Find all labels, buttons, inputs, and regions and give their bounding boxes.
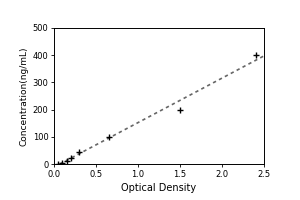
X-axis label: Optical Density: Optical Density	[122, 183, 196, 193]
Y-axis label: Concentration(ng/mL): Concentration(ng/mL)	[20, 46, 28, 146]
